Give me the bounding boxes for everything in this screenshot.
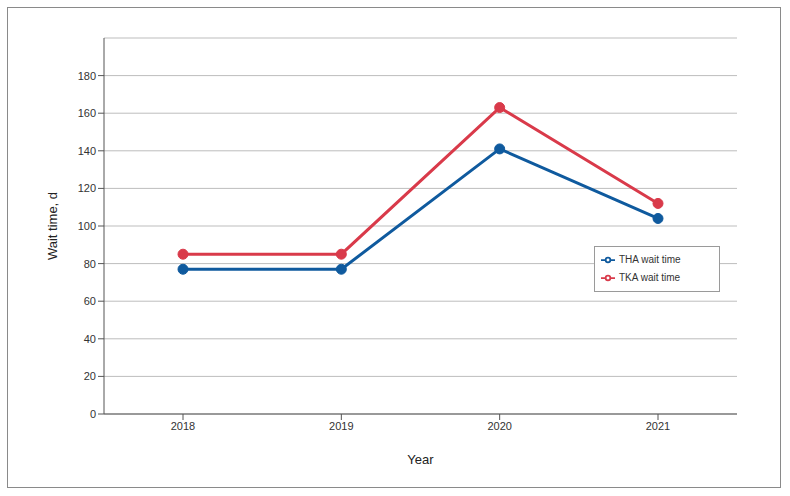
html-text:TKA wait time: TKA wait time [619, 272, 681, 283]
svg-text:Year: Year [407, 452, 434, 467]
svg-text:Wait time, d: Wait time, d [45, 192, 60, 260]
svg-text:20: 20 [84, 370, 96, 382]
svg-text:100: 100 [78, 220, 96, 232]
svg-text:180: 180 [78, 70, 96, 82]
svg-text:0: 0 [90, 408, 96, 420]
svg-text:140: 140 [78, 145, 96, 157]
html-text:THA wait time: THA wait time [619, 254, 681, 265]
svg-text:80: 80 [84, 258, 96, 270]
svg-text:2021: 2021 [646, 420, 670, 432]
svg-text:2018: 2018 [171, 420, 195, 432]
svg-text:160: 160 [78, 107, 96, 119]
svg-text:60: 60 [84, 295, 96, 307]
svg-text:2020: 2020 [487, 420, 511, 432]
svg-text:2019: 2019 [329, 420, 353, 432]
svg-text:40: 40 [84, 333, 96, 345]
svg-text:120: 120 [78, 182, 96, 194]
